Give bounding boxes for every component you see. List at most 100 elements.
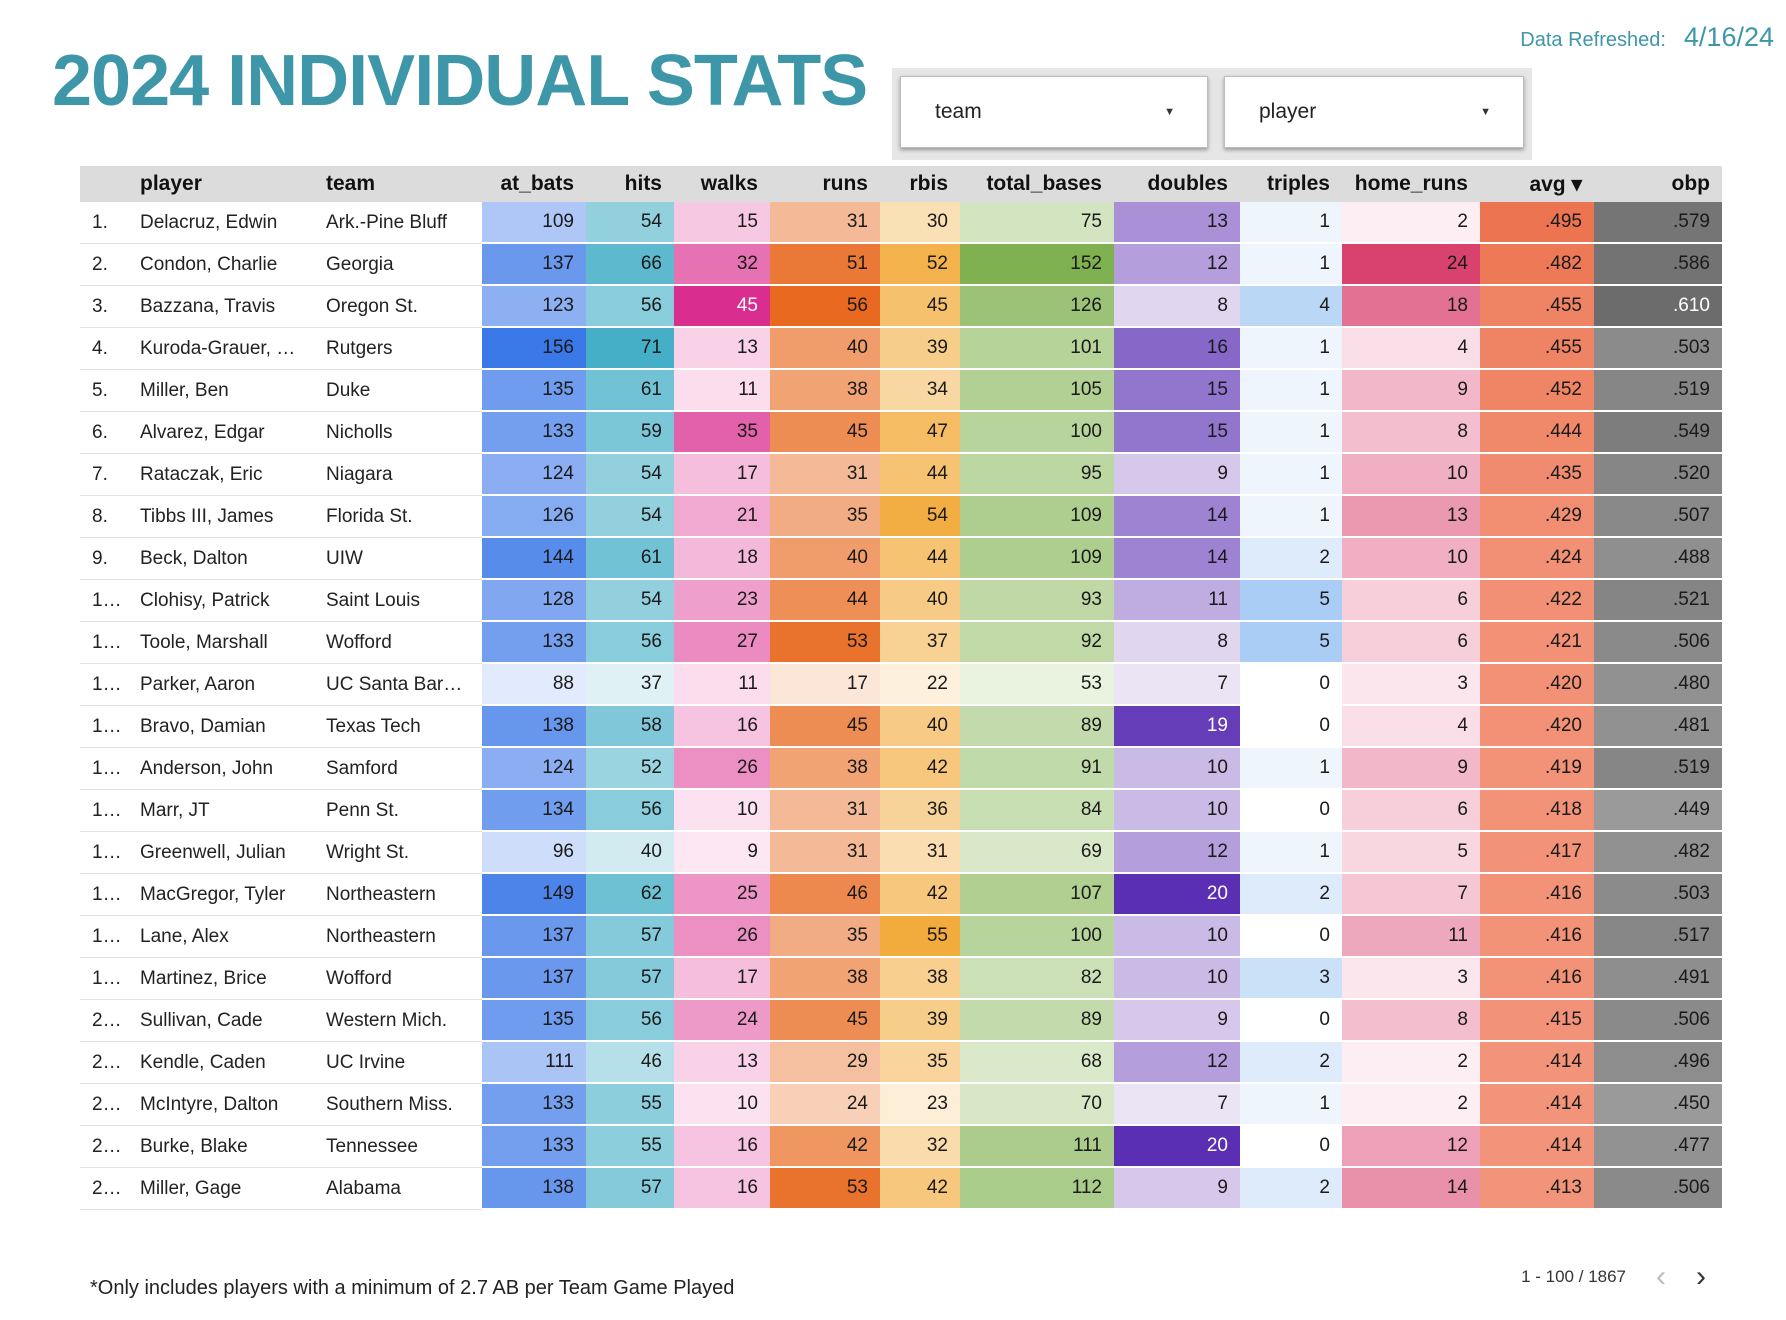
table-row[interactable]: 2... Burke, Blake Tennessee 133 55 16 42 32 111 2… (80, 1126, 1722, 1168)
walks-cell: 26 (674, 748, 770, 790)
table-row[interactable]: 1... Greenwell, Julian Wright St. 96 40 9 31 31… (80, 832, 1722, 874)
triples-cell: 0 (1240, 664, 1342, 706)
chevron-right-icon[interactable]: › (1696, 1260, 1706, 1293)
doubles-cell: 8 (1114, 622, 1240, 664)
table-row[interactable]: 1... Toole, Marshall Wofford 133 56 27 53 37 92 8… (80, 622, 1722, 664)
total-bases-cell: 70 (960, 1084, 1114, 1126)
doubles-cell: 15 (1114, 412, 1240, 454)
runs-cell: 24 (770, 1084, 880, 1126)
total-bases-cell: 112 (960, 1168, 1114, 1210)
column-header-rbis[interactable]: rbis (880, 166, 960, 202)
column-header-total-bases[interactable]: total_bases (960, 166, 1114, 202)
table-row[interactable]: 5. Miller, Ben Duke 135 61 11 38 34 105 15 1 9.452.… (80, 370, 1722, 412)
player-filter-dropdown[interactable]: player ▼ (1224, 76, 1524, 148)
at-bats-cell: 111 (482, 1042, 586, 1084)
total-bases-cell: 109 (960, 538, 1114, 580)
team-filter-dropdown[interactable]: team ▼ (900, 76, 1208, 148)
rbis-cell: 39 (880, 328, 960, 370)
home-runs-cell: 3 (1342, 664, 1480, 706)
doubles-cell: 10 (1114, 916, 1240, 958)
triples-cell: 1 (1240, 496, 1342, 538)
walks-cell: 17 (674, 958, 770, 1000)
obp-cell: .579 (1594, 202, 1722, 244)
column-header-runs[interactable]: runs (770, 166, 880, 202)
table-row[interactable]: 8. Tibbs III, James Florida St. 126 54 21 35 54… (80, 496, 1722, 538)
footnote: *Only includes players with a minimum of… (90, 1277, 735, 1299)
column-header-at-bats[interactable]: at_bats (482, 166, 586, 202)
table-row[interactable]: 7. Rataczak, Eric Niagara 124 54 17 31 44 95 9 1 10… (80, 454, 1722, 496)
rbis-cell: 42 (880, 874, 960, 916)
hits-cell: 58 (586, 706, 674, 748)
table-row[interactable]: 2... Kendle, Caden UC Irvine 111 46 13 29 35 68 1… (80, 1042, 1722, 1084)
player-cell: Clohisy, Patrick (128, 580, 314, 622)
total-bases-cell: 68 (960, 1042, 1114, 1084)
player-cell: Greenwell, Julian (128, 832, 314, 874)
walks-cell: 16 (674, 706, 770, 748)
table-row[interactable]: 2... Miller, Gage Alabama 138 57 16 53 42 112 9 2 1… (80, 1168, 1722, 1210)
column-header-player[interactable]: player (128, 166, 314, 202)
avg-cell: .455 (1480, 328, 1594, 370)
column-header-walks[interactable]: walks (674, 166, 770, 202)
table-row[interactable]: 2... McIntyre, Dalton Southern Miss. 133 55 1… (80, 1084, 1722, 1126)
team-cell: UC Irvine (314, 1042, 482, 1084)
table-row[interactable]: 4. Kuroda-Grauer, Jo... Rutgers 156 71 13 40 39… (80, 328, 1722, 370)
doubles-cell: 8 (1114, 286, 1240, 328)
column-header-hits[interactable]: hits (586, 166, 674, 202)
table-row[interactable]: 1... Parker, Aaron UC Santa Barba... 88 37 11… (80, 664, 1722, 706)
column-header-triples[interactable]: triples (1240, 166, 1342, 202)
team-cell: Texas Tech (314, 706, 482, 748)
obp-cell: .517 (1594, 916, 1722, 958)
runs-cell: 17 (770, 664, 880, 706)
table-row[interactable]: 1... Lane, Alex Northeastern 137 57 26 35 55 100… (80, 916, 1722, 958)
row-index: 5. (80, 370, 128, 412)
doubles-cell: 20 (1114, 1126, 1240, 1168)
column-header-avg[interactable]: avg ▾ (1480, 166, 1594, 202)
table-row[interactable]: 1... Anderson, John Samford 124 52 26 38 42 91 10… (80, 748, 1722, 790)
walks-cell: 17 (674, 454, 770, 496)
runs-cell: 31 (770, 202, 880, 244)
home-runs-cell: 18 (1342, 286, 1480, 328)
chevron-left-icon[interactable]: ‹ (1656, 1260, 1666, 1293)
walks-cell: 13 (674, 1042, 770, 1084)
home-runs-cell: 5 (1342, 832, 1480, 874)
table-row[interactable]: 2... Sullivan, Cade Western Mich. 135 56 24 45… (80, 1000, 1722, 1042)
table-row[interactable]: 6. Alvarez, Edgar Nicholls 133 59 35 45 47 100 15… (80, 412, 1722, 454)
column-header-home-runs[interactable]: home_runs (1342, 166, 1480, 202)
column-header-index (80, 166, 128, 202)
runs-cell: 44 (770, 580, 880, 622)
walks-cell: 13 (674, 328, 770, 370)
table-row[interactable]: 2. Condon, Charlie Georgia 137 66 32 51 52 152 12… (80, 244, 1722, 286)
player-cell: Beck, Dalton (128, 538, 314, 580)
table-row[interactable]: 1. Delacruz, Edwin Ark.-Pine Bluff 109 54 15 3… (80, 202, 1722, 244)
table-row[interactable]: 1... Bravo, Damian Texas Tech 138 58 16 45 40 89… (80, 706, 1722, 748)
runs-cell: 53 (770, 622, 880, 664)
table-row[interactable]: 3. Bazzana, Travis Oregon St. 123 56 45 56 45 12… (80, 286, 1722, 328)
column-header-doubles[interactable]: doubles (1114, 166, 1240, 202)
avg-cell: .482 (1480, 244, 1594, 286)
walks-cell: 26 (674, 916, 770, 958)
rbis-cell: 22 (880, 664, 960, 706)
total-bases-cell: 105 (960, 370, 1114, 412)
runs-cell: 38 (770, 958, 880, 1000)
column-header-obp[interactable]: obp (1594, 166, 1722, 202)
walks-cell: 21 (674, 496, 770, 538)
obp-cell: .521 (1594, 580, 1722, 622)
rbis-cell: 31 (880, 832, 960, 874)
caret-down-icon: ▼ (1480, 106, 1491, 118)
rbis-cell: 42 (880, 748, 960, 790)
total-bases-cell: 126 (960, 286, 1114, 328)
team-cell: UC Santa Barba... (314, 664, 482, 706)
table-row[interactable]: 1... Clohisy, Patrick Saint Louis 128 54 23 44… (80, 580, 1722, 622)
player-cell: MacGregor, Tyler (128, 874, 314, 916)
team-cell: Wofford (314, 958, 482, 1000)
avg-cell: .418 (1480, 790, 1594, 832)
home-runs-cell: 24 (1342, 244, 1480, 286)
column-header-team[interactable]: team (314, 166, 482, 202)
table-row[interactable]: 1... Marr, JT Penn St. 134 56 10 31 36 84 10 0 6.41… (80, 790, 1722, 832)
table-row[interactable]: 1... MacGregor, Tyler Northeastern 149 62 25 4… (80, 874, 1722, 916)
table-row[interactable]: 9. Beck, Dalton UIW 144 61 18 40 44 109 14 2 10.424… (80, 538, 1722, 580)
home-runs-cell: 8 (1342, 1000, 1480, 1042)
walks-cell: 11 (674, 664, 770, 706)
hits-cell: 37 (586, 664, 674, 706)
table-row[interactable]: 1... Martinez, Brice Wofford 137 57 17 38 38 82 1… (80, 958, 1722, 1000)
